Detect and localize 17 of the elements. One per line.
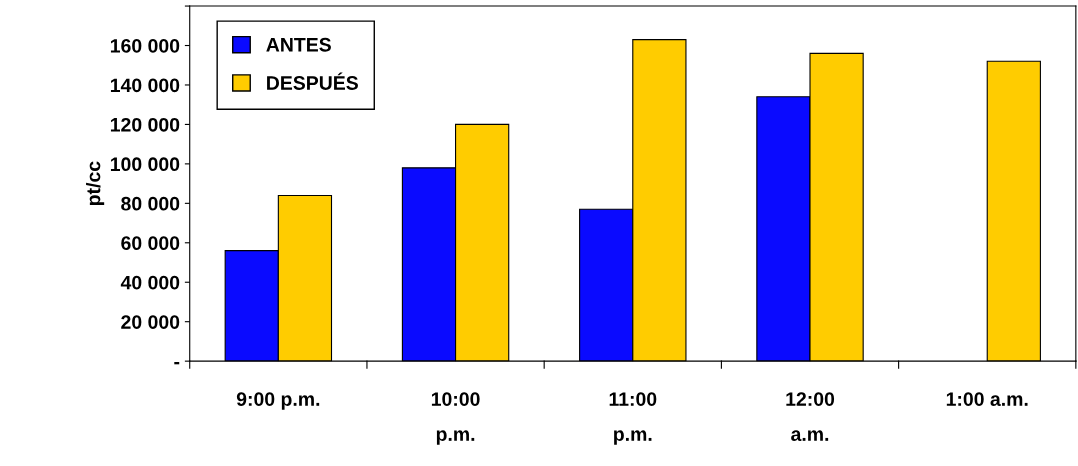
category-label: 11:00 p.m. xyxy=(609,392,657,445)
y-tick-label: 40 000 xyxy=(120,275,180,290)
y-axis-title: pt/cc xyxy=(86,161,105,206)
y-tick-label: - xyxy=(174,361,180,365)
category-label: 10:00 p.m. xyxy=(431,392,480,445)
y-tick-label: 160 000 xyxy=(110,38,180,53)
y-tick-label: 60 000 xyxy=(121,236,180,251)
y-tick-label: 100 000 xyxy=(110,157,180,172)
legend-label: ANTES xyxy=(266,37,331,52)
y-tick-label: 140 000 xyxy=(110,78,180,93)
y-tick-label: 80 000 xyxy=(121,196,180,211)
y-tick-label: 120 000 xyxy=(110,117,180,132)
y-tick-label: 20 000 xyxy=(121,315,180,329)
category-label: 12:00 a.m. xyxy=(786,392,835,442)
legend-label: DESPUÉS xyxy=(267,72,358,90)
x-tick-label: 9:00 p.m. xyxy=(236,392,320,410)
x-tick-label: 1:00 a.m. xyxy=(946,392,1028,406)
